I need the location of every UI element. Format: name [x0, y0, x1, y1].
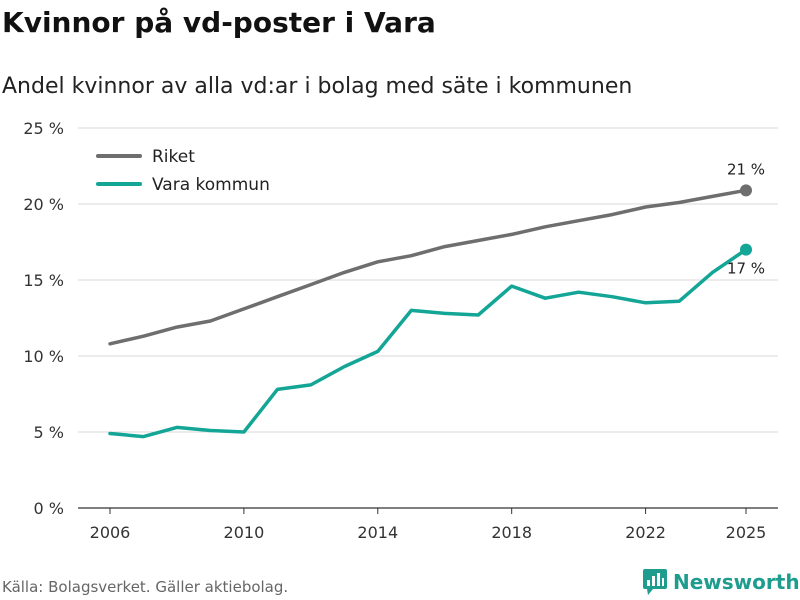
- y-tick-label: 0 %: [34, 499, 64, 518]
- legend-entry: Riket: [152, 147, 195, 167]
- series-line-0: [108, 188, 748, 346]
- x-tick-label: 2006: [90, 523, 131, 542]
- y-tick-label: 10 %: [23, 347, 64, 366]
- data-label: 17 %: [727, 260, 765, 278]
- x-tick-label: 2014: [357, 523, 398, 542]
- chart-subtitle: Andel kvinnor av alla vd:ar i bolag med …: [2, 74, 633, 99]
- y-tick-label: 20 %: [23, 195, 64, 214]
- series-end-point-0: [740, 184, 752, 197]
- data-label: 21 %: [727, 160, 765, 178]
- x-tick-label: 2010: [224, 523, 265, 542]
- bar-chart-logo-icon: [643, 569, 667, 595]
- y-tick-label: 5 %: [34, 423, 64, 442]
- gridlines: [78, 127, 778, 433]
- y-tick-label: 15 %: [23, 271, 64, 290]
- x-tick-label: 2018: [491, 523, 532, 542]
- x-tick-label: 2025: [726, 523, 767, 542]
- legend-entry: Vara kommun: [152, 175, 270, 195]
- brand-logo[interactable]: Newsworthy: [643, 569, 800, 595]
- series-line-1: [108, 247, 748, 439]
- y-axis: 0 % 5 % 10 % 15 % 20 % 25 %: [23, 119, 64, 518]
- series-end-point-1: [740, 243, 752, 256]
- brand-name: Newsworthy: [673, 570, 800, 594]
- chart-title: Kvinnor på vd-poster i Vara: [2, 6, 436, 39]
- legend: Riket Vara kommun: [96, 147, 270, 195]
- series-lines: 21 % 17 %: [108, 160, 765, 439]
- y-tick-label: 25 %: [23, 119, 64, 138]
- x-tick-label: 2022: [625, 523, 666, 542]
- x-axis: 2006 2010 2014 2018 2022 2025: [78, 507, 778, 542]
- source-note: Källa: Bolagsverket. Gäller aktiebolag.: [2, 578, 289, 596]
